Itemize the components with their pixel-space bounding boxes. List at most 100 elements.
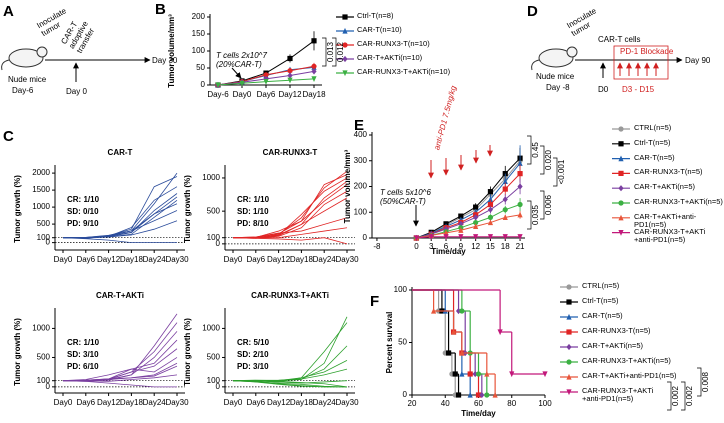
bracket (553, 157, 558, 187)
marker (566, 389, 572, 396)
marker (475, 371, 482, 377)
legend-label: CAR-RUNX3-T+AKTi(n=10) (357, 67, 451, 76)
marker (428, 234, 434, 240)
marker (458, 227, 464, 233)
marker (517, 171, 523, 177)
series-line (63, 374, 178, 382)
marker (263, 72, 269, 78)
y-tick-label: 500 (207, 353, 221, 362)
marker (458, 213, 464, 219)
marker (342, 14, 348, 20)
marker (517, 234, 523, 240)
marker (443, 229, 449, 236)
panel-label: D (527, 3, 538, 20)
marker (215, 82, 221, 89)
x-tick-label: Day30 (165, 398, 189, 407)
marker (566, 343, 572, 351)
x-tick-label: Day18 (120, 255, 144, 264)
marker (517, 183, 523, 190)
x-tick-label: 0 (414, 242, 419, 251)
x-tick-label: -8 (373, 242, 381, 251)
chart-title: CAR-T+AKTi (96, 291, 144, 300)
bracket (527, 135, 532, 165)
x-tick-label: Day24 (143, 398, 167, 407)
diagram-label: Day 0 (66, 87, 87, 96)
marker (473, 234, 479, 240)
marker (509, 371, 515, 378)
marker (458, 234, 464, 240)
bracket (540, 190, 545, 220)
y-tick-label: 1500 (32, 185, 50, 194)
x-tick-label: Day6 (76, 255, 95, 264)
marker (443, 234, 449, 240)
p-value: <0.001 (557, 159, 566, 184)
marker (566, 373, 572, 380)
y-tick-label: 100 (192, 46, 206, 55)
annotation-arrow (231, 67, 242, 79)
marker (445, 350, 452, 356)
legend-label: CAR-RUNX3-T(n=5) (582, 326, 651, 335)
marker (473, 223, 479, 230)
legend-label: CAR-RUNX3-T+AKTi(n=5) (634, 197, 723, 206)
x-tick-label: 3 (429, 242, 434, 251)
diagram-label: Nude mice (536, 72, 575, 81)
marker (342, 27, 348, 34)
panel-label: B (155, 1, 166, 18)
marker (287, 68, 293, 74)
y-tick-label: 1000 (32, 324, 50, 333)
y-tick-label: 500 (37, 353, 51, 362)
marker (459, 349, 465, 356)
chart-title: CAR-T (108, 148, 133, 157)
marker (311, 38, 317, 44)
diagram-label: D0 (598, 85, 609, 94)
x-tick-label: 100 (538, 399, 552, 408)
y-tick-label: 500 (37, 219, 51, 228)
marker (618, 170, 624, 176)
legend-label: CAR-RUNX3-T+AKTi(n=5) (582, 356, 671, 365)
x-tick-label: 18 (501, 242, 510, 251)
x-tick-label: Day0 (224, 398, 243, 407)
marker (566, 299, 572, 305)
annotation: T cells 5x10^6 (380, 188, 431, 197)
marker (618, 200, 624, 206)
legend-label: CAR-T+AKTi(n=5) (634, 182, 695, 192)
marker (618, 141, 624, 147)
legend-label: CAR-RUNX3-T+AKTi +anti-PD1(n=5) (582, 386, 654, 404)
marker (450, 328, 457, 335)
series-line (232, 217, 348, 239)
p-value: 0.020 (544, 149, 553, 170)
annotation: anti-PD1 7.5mg/kg (432, 84, 458, 151)
legend-label: CTRL(n=5) (634, 123, 672, 132)
series-line (63, 220, 178, 239)
marker (487, 206, 494, 213)
blockade-arrows (617, 62, 659, 76)
p-value: 0.008 (701, 371, 710, 392)
y-axis-title: Tumor growth (%) (13, 175, 22, 243)
marker (472, 370, 478, 378)
y-tick-label: 500 (207, 206, 221, 215)
x-tick-label: Day12 (97, 398, 121, 407)
p-value: 0.002 (685, 385, 694, 406)
marker (287, 72, 293, 79)
marker (452, 371, 458, 377)
x-tick-label: Day6 (76, 398, 95, 407)
marker (497, 329, 503, 336)
diagram-label: Day-6 (12, 86, 34, 95)
x-tick-label: Day12 (97, 255, 121, 264)
y-tick-label: 2000 (32, 168, 50, 177)
y-tick-label: 200 (354, 182, 368, 191)
mouse-icon (1, 46, 48, 71)
x-tick-label: Day18 (290, 255, 314, 264)
y-tick-label: 100 (37, 376, 51, 385)
legend-label: CAR-T+AKTi+anti-PD1(n=5) (582, 371, 677, 380)
annotation: (50%CAR-T) (380, 197, 426, 206)
marker (487, 219, 494, 226)
series-line (233, 227, 348, 239)
y-tick-label: 100 (37, 233, 51, 242)
y-tick-label: 1000 (202, 173, 220, 182)
x-tick-label: Day18 (290, 398, 314, 407)
marker (517, 201, 523, 208)
y-tick-label: 400 (354, 130, 368, 139)
y-tick-label: 100 (354, 207, 368, 216)
